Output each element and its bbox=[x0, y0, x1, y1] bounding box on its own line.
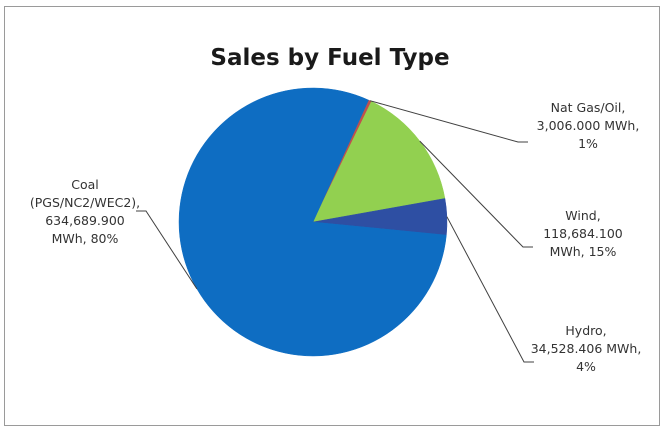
data-label-line: MWh, 15% bbox=[550, 244, 617, 259]
data-label-line: 4% bbox=[576, 359, 596, 374]
data-label-line: 1% bbox=[578, 136, 598, 151]
data-label-line: Coal bbox=[71, 177, 99, 192]
data-label-line: (PGS/NC2/WEC2), bbox=[30, 195, 140, 210]
data-label-line: MWh, 80% bbox=[52, 231, 119, 246]
data-label: Nat Gas/Oil, 3,006.000 MWh, 1% bbox=[537, 100, 640, 151]
data-labels: Nat Gas/Oil, 3,006.000 MWh, 1% Wind, 118,684… bbox=[30, 100, 641, 374]
data-label-line: Nat Gas/Oil, bbox=[551, 100, 626, 115]
leader-line bbox=[446, 216, 534, 363]
leader-lines bbox=[136, 100, 534, 363]
data-label-line: 3,006.000 MWh, bbox=[537, 118, 640, 133]
data-label-line: 634,689.900 bbox=[45, 213, 125, 228]
leader-line bbox=[419, 140, 533, 248]
data-label: Wind, 118,684.100 MWh, 15% bbox=[543, 208, 623, 259]
data-label-line: Hydro, bbox=[565, 323, 606, 338]
data-label: Hydro, 34,528.406 MWh, 4% bbox=[531, 323, 642, 374]
chart-title: Sales by Fuel Type bbox=[210, 45, 449, 71]
data-label: Coal (PGS/NC2/WEC2), 634,689.900 MWh, 80% bbox=[30, 177, 140, 246]
data-label-line: Wind, bbox=[565, 208, 600, 223]
leader-line bbox=[369, 100, 528, 143]
leader-line bbox=[136, 210, 198, 290]
data-label-line: 34,528.406 MWh, bbox=[531, 341, 642, 356]
data-label-line: 118,684.100 bbox=[543, 226, 623, 241]
pie-slices bbox=[178, 87, 448, 357]
